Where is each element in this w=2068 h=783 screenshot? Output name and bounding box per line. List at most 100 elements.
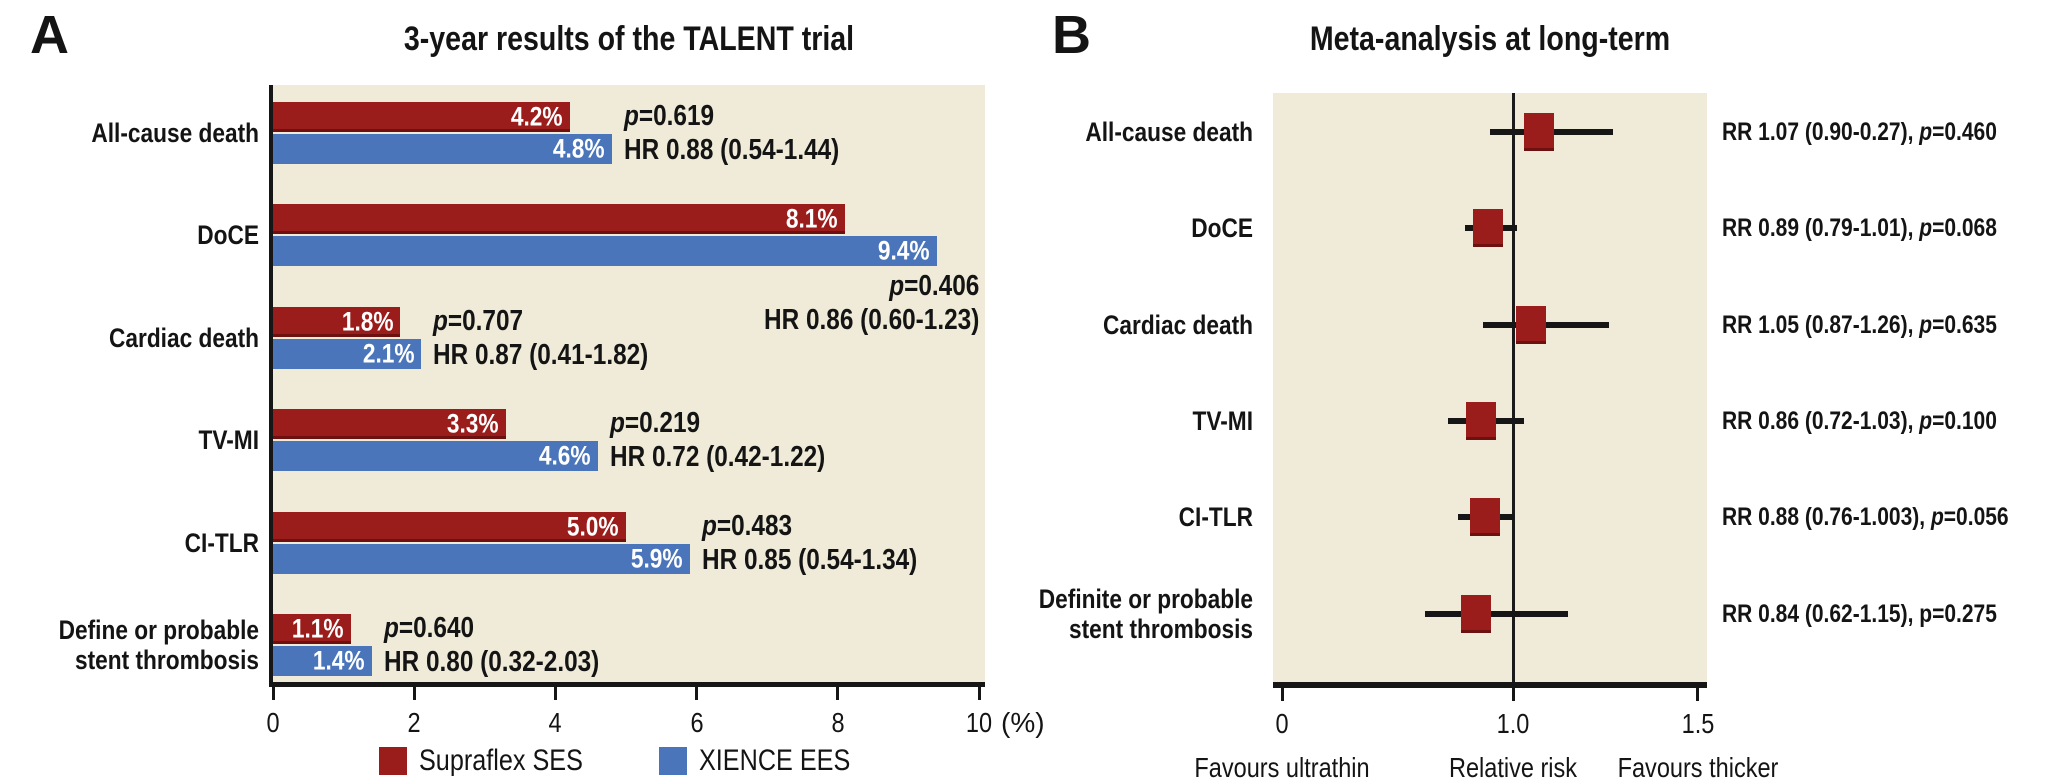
category-label: DoCE	[197, 220, 259, 251]
rr-point-marker	[1470, 498, 1501, 537]
ees-bar: 4.8%	[273, 134, 612, 164]
panel-a-title: 3-year results of the TALENT trial	[403, 20, 855, 58]
x-tick-label: 0	[1275, 708, 1289, 739]
reference-line	[1511, 93, 1515, 682]
x-tick-label: 6	[690, 707, 704, 738]
relative-risk-label: Relative risk	[1448, 752, 1578, 783]
forest-x-axis: 0 1.0 1.5	[1273, 688, 1714, 748]
hr-label: HR 0.72 (0.42-1.22)	[609, 441, 826, 474]
p-value-label: p=0.640	[383, 612, 474, 644]
category-label: All-cause death	[1085, 117, 1253, 147]
hr-label: HR 0.86 (0.60-1.23)	[763, 304, 979, 337]
ses-bar: 1.8%	[273, 306, 401, 337]
stat-annotation: p=0.640 HR 0.80 (0.32-2.03)	[384, 611, 640, 679]
bar-chart-x-axis-line	[269, 682, 985, 687]
x-tick-label: 8	[831, 707, 845, 738]
stat-annotation: p=0.483 HR 0.85 (0.54-1.34)	[702, 509, 958, 577]
x-tick-label: 1.0	[1496, 708, 1530, 739]
rr-point-marker	[1516, 305, 1547, 344]
bar-value-label: 5.9%	[630, 543, 683, 574]
x-tick	[836, 687, 840, 700]
category-label: Cardiac death	[1103, 309, 1253, 340]
p-value-label: p=0.619	[623, 100, 714, 132]
hr-label: HR 0.88 (0.54-1.44)	[623, 134, 840, 166]
x-tick	[695, 687, 699, 700]
category-label: CI-TLR	[1178, 502, 1253, 533]
rr-point-marker	[1465, 401, 1496, 440]
category-label: TV-MI	[1192, 405, 1253, 436]
hr-label: HR 0.85 (0.54-1.34)	[701, 543, 917, 576]
category-label: DoCE	[1191, 213, 1253, 244]
x-tick-label: 1.5	[1681, 708, 1715, 739]
ees-bar: 9.4%	[273, 235, 937, 267]
legend-label-xience-ees: XIENCE EES	[698, 744, 850, 777]
x-tick	[977, 687, 981, 700]
category-label: TV-MI	[198, 425, 259, 456]
panel-b-letter: B	[1052, 5, 1091, 65]
stat-annotation: p=0.219 HR 0.72 (0.42-1.22)	[610, 406, 866, 474]
x-tick	[553, 687, 557, 700]
legend-label-supraflex-ses: Supraflex SES	[419, 744, 584, 777]
rr-point-marker	[1523, 113, 1554, 151]
bar-value-label: 3.3%	[447, 408, 499, 439]
legend-swatch-supraflex-ses	[379, 747, 408, 775]
legend-item-xience: XIENCE EES	[658, 744, 879, 778]
category-label: Define or probable stent thrombosis	[58, 615, 259, 675]
category-label: Definite or probable stent thrombosis	[1038, 583, 1253, 644]
x-tick	[1696, 688, 1700, 701]
category-label: CI-TLR	[184, 527, 259, 558]
forest-x-axis-line	[1273, 682, 1707, 688]
bar-value-label: 4.8%	[553, 133, 605, 164]
ees-bar: 5.9%	[273, 543, 690, 574]
legend-swatch-xience-ees	[658, 747, 687, 775]
ses-bar: 5.0%	[273, 511, 626, 542]
legend: Supraflex SES XIENCE EES	[273, 744, 985, 778]
x-tick	[1511, 688, 1515, 701]
forest-axis-captions: Favours ultrathin Relative risk Favours …	[1195, 752, 1779, 783]
rr-result-label: RR 0.86 (0.72-1.03), p=0.100	[1722, 406, 1997, 435]
rr-result-label: RR 0.89 (0.79-1.01), p=0.068	[1722, 214, 1997, 243]
bar-value-label: 9.4%	[877, 235, 930, 266]
ses-bar: 1.1%	[273, 614, 351, 644]
category-label: All-cause death	[91, 118, 259, 148]
x-axis-unit-label: (%)	[1001, 707, 1045, 738]
x-tick-label: 10	[965, 707, 993, 738]
p-value-label: p=0.483	[701, 509, 792, 542]
x-tick	[1280, 688, 1284, 701]
x-tick	[271, 687, 275, 700]
bar-value-label: 1.8%	[341, 306, 394, 337]
rr-point-marker	[1472, 209, 1503, 248]
stat-annotation: p=0.707 HR 0.87 (0.41-1.82)	[433, 304, 689, 372]
panel-b-title: Meta-analysis at long-term	[1309, 20, 1671, 58]
rr-result-label: RR 1.07 (0.90-0.27), p=0.460	[1722, 118, 1997, 146]
bar-chart-plot-area: 4.2% 4.8% p=0.619 HR 0.88 (0.54-1.44) 8.1% 9.…	[273, 85, 985, 682]
stat-annotation: p=0.406 HR 0.86 (0.60-1.23)	[723, 269, 979, 337]
p-value-label: p=0.219	[609, 407, 700, 440]
stat-annotation: p=0.619 HR 0.88 (0.54-1.44)	[624, 99, 880, 167]
bar-chart-y-axis-line	[269, 85, 273, 687]
bar-value-label: 5.0%	[567, 511, 619, 542]
rr-point-marker	[1461, 594, 1492, 633]
hr-label: HR 0.80 (0.32-2.03)	[383, 646, 600, 678]
category-label: Cardiac death	[109, 322, 259, 353]
x-tick-label: 0	[266, 707, 280, 738]
favours-thicker-label: Favours thicker	[1617, 752, 1779, 783]
favours-ultrathin-label: Favours ultrathin	[1194, 752, 1370, 783]
rr-result-label: RR 0.88 (0.76-1.003), p=0.056	[1722, 503, 2009, 532]
bar-value-label: 4.6%	[539, 440, 591, 471]
bar-value-label: 2.1%	[362, 338, 415, 369]
confidence-interval-line	[1425, 610, 1569, 617]
x-tick-label: 4	[548, 707, 562, 738]
panel-a-letter: A	[30, 5, 69, 65]
ses-bar: 3.3%	[273, 408, 506, 440]
forest-plot-area	[1273, 93, 1707, 682]
ees-bar: 1.4%	[273, 646, 372, 676]
bar-value-label: 1.1%	[291, 613, 344, 644]
x-tick	[412, 687, 416, 700]
ees-bar: 2.1%	[273, 338, 422, 369]
x-tick-label: 2	[407, 707, 421, 738]
ses-bar: 4.2%	[273, 102, 570, 132]
bar-chart-x-axis: (%) 0 2 4 6 8 10	[266, 687, 1045, 747]
rr-result-label: RR 1.05 (0.87-1.26), p=0.635	[1722, 310, 1997, 339]
